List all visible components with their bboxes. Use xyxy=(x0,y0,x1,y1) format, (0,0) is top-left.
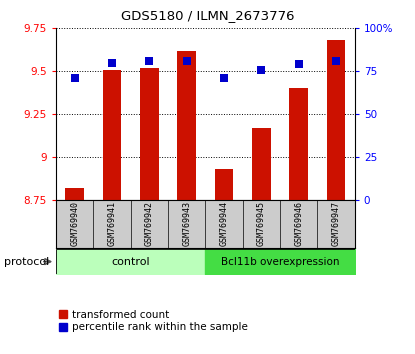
Bar xyxy=(252,128,271,200)
Point xyxy=(221,75,227,81)
Point xyxy=(146,58,153,64)
Bar xyxy=(103,69,122,200)
Point xyxy=(333,58,339,64)
Point xyxy=(258,67,265,72)
Text: control: control xyxy=(111,257,150,267)
Legend: transformed count, percentile rank within the sample: transformed count, percentile rank withi… xyxy=(59,310,247,332)
Bar xyxy=(215,169,233,200)
Text: GSM769947: GSM769947 xyxy=(332,201,341,246)
Text: GSM769941: GSM769941 xyxy=(107,201,117,246)
Point xyxy=(71,75,78,81)
Text: GDS5180 / ILMN_2673776: GDS5180 / ILMN_2673776 xyxy=(121,9,294,22)
Bar xyxy=(66,188,84,200)
Bar xyxy=(290,88,308,200)
Text: GSM769943: GSM769943 xyxy=(182,201,191,246)
Text: protocol: protocol xyxy=(4,257,49,267)
Text: GSM769942: GSM769942 xyxy=(145,201,154,246)
Text: Bcl11b overexpression: Bcl11b overexpression xyxy=(221,257,339,267)
Bar xyxy=(178,51,196,200)
Point xyxy=(109,60,115,65)
Text: GSM769940: GSM769940 xyxy=(70,201,79,246)
Text: GSM769944: GSM769944 xyxy=(220,201,229,246)
Text: GSM769946: GSM769946 xyxy=(294,201,303,246)
Bar xyxy=(140,68,159,200)
Text: GSM769945: GSM769945 xyxy=(257,201,266,246)
Point xyxy=(183,58,190,64)
Point xyxy=(295,62,302,67)
Bar xyxy=(327,40,345,200)
